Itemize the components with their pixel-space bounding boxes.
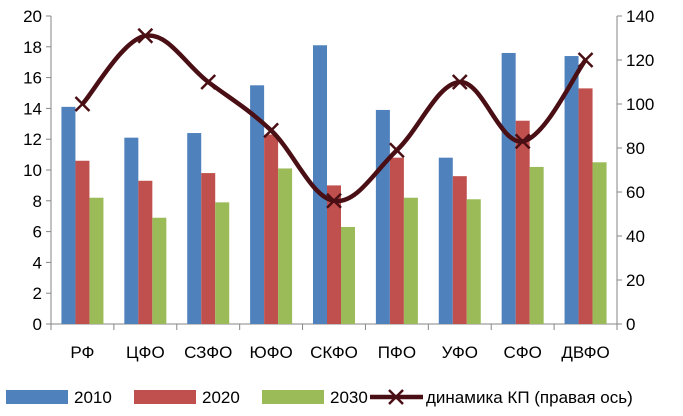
bar-2030-ДВФО [592, 162, 607, 324]
line-marker-СФО [514, 133, 531, 150]
bar-2010-ЦФО [124, 137, 139, 324]
bar-2030-УФО [466, 199, 481, 324]
legend-label: 2020 [202, 388, 240, 407]
y-left-tick-label: 4 [33, 253, 42, 272]
line-marker-ДВФО [577, 52, 594, 68]
x-tick-label: СФО [503, 343, 541, 362]
y-left-tick-label: 0 [33, 315, 42, 334]
line-marker-УФО [451, 74, 468, 90]
legend-item-2010: 2010 [6, 388, 112, 407]
line-series [74, 27, 594, 209]
bar-2030-РФ [89, 197, 104, 324]
y-right-tick-label: 80 [626, 139, 645, 158]
line-marker-ПФО [389, 142, 405, 159]
bar-2030-СКФО [341, 226, 355, 324]
y-right-tick-label: 140 [626, 7, 654, 26]
x-tick-label: ПФО [378, 343, 416, 362]
x-tick-label: ДВФО [561, 343, 609, 362]
line-marker-СЗФО [200, 74, 217, 90]
y-right-tick-label: 120 [626, 51, 654, 70]
y-left-tick-label: 2 [33, 284, 42, 303]
y-right-tick-label: 20 [626, 271, 645, 290]
bar-2010-РФ [61, 106, 76, 324]
bar-2010-ДВФО [564, 56, 579, 324]
y-left-tick-label: 18 [23, 38, 42, 57]
x-tick-label: СКФО [310, 343, 358, 362]
bar-2010-ПФО [375, 109, 390, 324]
bar-2010-СФО [501, 52, 516, 325]
legend: 2010 2020 2030 динамика КП (правая ось) [6, 388, 633, 407]
y-right-tick-label: 100 [626, 95, 654, 114]
y-left-tick-label: 12 [23, 130, 42, 149]
legend-label: 2030 [330, 388, 368, 407]
legend-item-динамика КП (правая ось): динамика КП (правая ось) [370, 388, 633, 407]
bar-2010-СЗФО [187, 133, 202, 324]
y-right-tick-label: 0 [626, 315, 635, 334]
legend-label: динамика КП (правая ось) [426, 388, 633, 407]
legend-swatch [134, 390, 196, 404]
line-marker-СКФО [326, 192, 342, 209]
x-tick-label: ЦФО [126, 343, 165, 362]
x-tick-label: СЗФО [184, 343, 232, 362]
x-tick-label: РФ [70, 343, 94, 362]
bar-2020-УФО [452, 176, 467, 324]
line-marker-РФ [74, 96, 91, 112]
bar-2020-ЦФО [138, 180, 153, 324]
axes: 0 2 4 6 8 10 12 14 16 18 20 0 20 40 60 80 100 120 140 РФ ЦФО… [23, 7, 654, 362]
x-tick-label: ЮФО [249, 343, 292, 362]
line-динамика КП (правая ось) [80, 33, 588, 204]
legend-item-2030: 2030 [262, 388, 368, 407]
legend-item-2020: 2020 [134, 388, 240, 407]
bar-2030-СЗФО [215, 202, 230, 324]
bar-2030-ЦФО [152, 217, 167, 324]
bar-2020-ПФО [389, 157, 404, 324]
bars [61, 45, 607, 325]
y-left-tick-label: 8 [33, 192, 42, 211]
bar-2020-ЮФО [264, 134, 279, 324]
bar-2030-СФО [529, 166, 544, 324]
legend-swatch [262, 390, 324, 404]
bar-2020-РФ [75, 160, 90, 324]
y-right-tick-label: 40 [626, 227, 645, 246]
y-left-tick-label: 6 [33, 223, 42, 242]
bar-2030-ПФО [403, 197, 418, 324]
bar-2010-ЮФО [250, 85, 265, 324]
legend-swatch [6, 390, 68, 404]
y-left-tick-label: 16 [23, 69, 42, 88]
y-left-tick-label: 14 [23, 99, 42, 118]
bar-2010-УФО [438, 157, 453, 324]
bar-2020-СКФО [327, 185, 341, 324]
bar-2020-СЗФО [201, 173, 216, 324]
bar-2030-ЮФО [278, 168, 293, 324]
line-marker-ЦФО [137, 27, 154, 44]
bar-2010-СКФО [313, 45, 327, 324]
line-marker-ЮФО [263, 122, 279, 139]
y-left-tick-label: 20 [23, 7, 42, 26]
bar-2020-ДВФО [578, 88, 593, 324]
y-right-tick-label: 60 [626, 183, 645, 202]
x-tick-label: УФО [442, 343, 478, 362]
bar-2020-СФО [515, 120, 530, 324]
y-left-tick-label: 10 [23, 161, 42, 180]
legend-label: 2010 [74, 388, 112, 407]
